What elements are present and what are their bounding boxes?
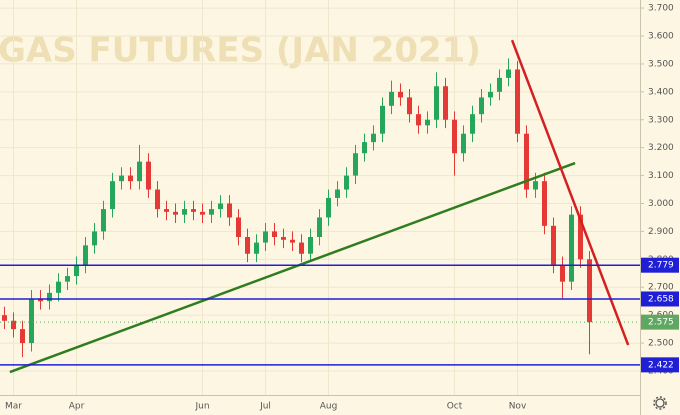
candle-body bbox=[173, 211, 178, 215]
candle-body bbox=[524, 133, 529, 190]
y-tick-label: 3.300 bbox=[648, 115, 674, 125]
candle-body bbox=[587, 259, 592, 323]
candle-body bbox=[479, 97, 484, 115]
candle-body bbox=[443, 86, 448, 120]
candle-body bbox=[164, 209, 169, 212]
candle-body bbox=[407, 97, 412, 115]
candle-body bbox=[290, 239, 295, 243]
candle-body bbox=[236, 217, 241, 237]
candle-body bbox=[56, 281, 61, 293]
y-tick-label: 3.700 bbox=[648, 4, 674, 14]
candle-body bbox=[200, 211, 205, 215]
candle-body bbox=[281, 237, 286, 240]
level-label-box bbox=[641, 257, 679, 273]
candle-body bbox=[506, 69, 511, 78]
y-tick-label: 3.500 bbox=[648, 59, 674, 69]
candle-body bbox=[398, 91, 403, 98]
candle-body bbox=[425, 119, 430, 126]
candle-body bbox=[515, 69, 520, 134]
y-tick-label: 3.400 bbox=[648, 87, 674, 97]
candle-body bbox=[38, 298, 43, 302]
y-tick-label: 2.900 bbox=[648, 227, 674, 237]
candle-body bbox=[272, 231, 277, 237]
x-tick-label: Apr bbox=[69, 402, 85, 412]
candle-body bbox=[263, 231, 268, 243]
candle-body bbox=[344, 175, 349, 190]
candle-body bbox=[29, 298, 34, 344]
candle-body bbox=[416, 114, 421, 126]
candle-body bbox=[569, 214, 574, 282]
candle-body bbox=[155, 189, 160, 210]
level-label: 2.658 bbox=[648, 294, 674, 304]
last-price-box bbox=[641, 314, 679, 330]
candle-body bbox=[461, 133, 466, 154]
y-tick-label: 3.000 bbox=[648, 199, 674, 209]
candle-body bbox=[191, 209, 196, 212]
candle-body bbox=[2, 315, 7, 321]
x-tick-label: Aug bbox=[320, 402, 338, 412]
candle-body bbox=[380, 105, 385, 134]
candle-body bbox=[146, 161, 151, 190]
candle-body bbox=[389, 91, 394, 106]
y-tick-label: 2.500 bbox=[648, 339, 674, 349]
candle-body bbox=[335, 189, 340, 198]
candle-body bbox=[533, 181, 538, 190]
candle-body bbox=[497, 77, 502, 92]
candle-body bbox=[245, 237, 250, 254]
candle-body bbox=[434, 86, 439, 120]
candle-body bbox=[209, 209, 214, 215]
candle-body bbox=[308, 237, 313, 254]
candle-body bbox=[101, 209, 106, 232]
x-tick-label: Jun bbox=[194, 402, 209, 412]
y-tick-label: 3.600 bbox=[648, 32, 674, 42]
candle-body bbox=[128, 175, 133, 182]
candle-body bbox=[371, 133, 376, 143]
candle-body bbox=[353, 153, 358, 176]
level-label-box bbox=[641, 291, 679, 307]
candle-body bbox=[551, 225, 556, 265]
candle-body bbox=[299, 242, 304, 254]
candle-body bbox=[110, 181, 115, 210]
candle-body bbox=[317, 217, 322, 237]
candle-body bbox=[218, 203, 223, 210]
candle-body bbox=[20, 329, 25, 344]
candle-body bbox=[83, 245, 88, 265]
candle-body bbox=[254, 242, 259, 254]
candle-body bbox=[488, 91, 493, 98]
candle-body bbox=[74, 264, 79, 277]
candle-body bbox=[92, 231, 97, 246]
last-price-label: 2.575 bbox=[648, 318, 674, 328]
candle-body bbox=[362, 142, 367, 154]
candle-body bbox=[65, 276, 70, 282]
candle-body bbox=[326, 197, 331, 218]
candle-body bbox=[578, 214, 583, 260]
candle-body bbox=[452, 119, 457, 154]
x-tick-label: Jul bbox=[259, 402, 271, 412]
level-label: 2.779 bbox=[648, 261, 674, 271]
settings-icon[interactable] bbox=[653, 396, 667, 410]
trend-line bbox=[9, 161, 576, 374]
plot bbox=[0, 0, 640, 395]
candle-body bbox=[182, 209, 187, 215]
candle-body bbox=[119, 175, 124, 182]
level-label: 2.422 bbox=[648, 360, 674, 370]
candle-body bbox=[470, 114, 475, 134]
y-tick-label: 2.700 bbox=[648, 283, 674, 293]
x-tick-label: Oct bbox=[447, 402, 463, 412]
candle-body bbox=[11, 320, 16, 330]
candle-body bbox=[227, 203, 232, 218]
x-tick-label: Nov bbox=[509, 402, 527, 412]
candle-body bbox=[47, 292, 52, 302]
y-tick-label: 3.200 bbox=[648, 143, 674, 153]
candle-body bbox=[542, 181, 547, 226]
trend-line bbox=[510, 39, 630, 346]
y-tick-label: 3.100 bbox=[648, 171, 674, 181]
level-label-box bbox=[641, 357, 679, 373]
candle-body bbox=[560, 264, 565, 282]
x-tick-label: Mar bbox=[5, 402, 22, 412]
candle-body bbox=[137, 161, 142, 182]
